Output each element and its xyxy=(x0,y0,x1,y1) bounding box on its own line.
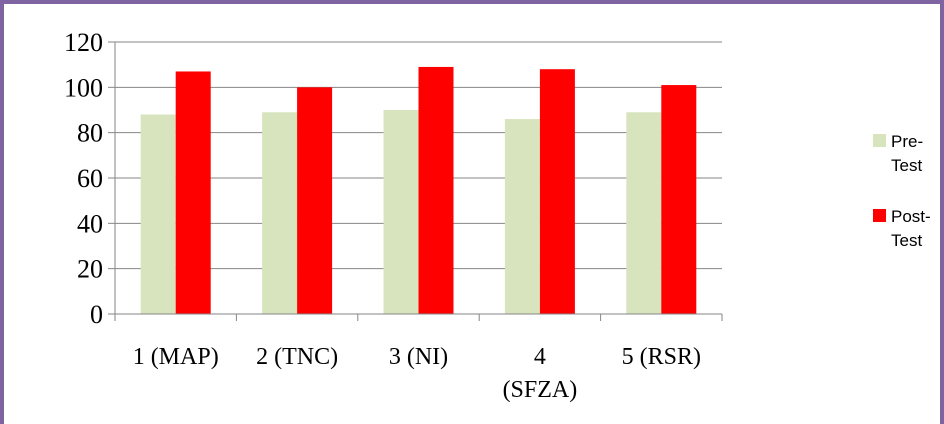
x-tick-label: 3 (NI) xyxy=(389,344,448,370)
bar-pre-test-1 xyxy=(140,114,176,315)
y-tick-label: 120 xyxy=(64,28,103,57)
bar-post-test-1 xyxy=(175,71,211,314)
y-tick-label: 80 xyxy=(77,119,103,148)
legend: Pre- Test Post- Test xyxy=(873,132,931,250)
y-tick-label: 0 xyxy=(90,300,103,329)
x-tick-label: 1 (MAP) xyxy=(133,344,219,370)
bar-pre-test-5 xyxy=(626,112,662,315)
x-tick-label: (SFZA) xyxy=(503,377,578,403)
bars xyxy=(140,66,697,315)
x-tick-label: 5 (RSR) xyxy=(622,344,701,370)
bar-post-test-4 xyxy=(539,69,575,314)
y-axis-ticks: 0 20 40 60 80 100 120 xyxy=(64,28,103,329)
legend-item-pre-test: Pre- Test xyxy=(873,132,923,175)
legend-label: Post- xyxy=(891,207,931,226)
x-tick-label: 2 (TNC) xyxy=(256,344,338,370)
bar-post-test-3 xyxy=(418,66,454,314)
legend-item-post-test: Post- Test xyxy=(873,207,931,250)
bar-post-test-2 xyxy=(297,87,333,314)
bar-pre-test-2 xyxy=(262,112,298,315)
axes xyxy=(108,41,723,321)
legend-label: Test xyxy=(891,156,922,175)
legend-swatch xyxy=(873,134,886,147)
y-tick-label: 40 xyxy=(77,209,103,238)
legend-label: Pre- xyxy=(891,132,923,151)
y-tick-label: 20 xyxy=(77,255,103,284)
x-axis-ticks: 1 (MAP) 2 (TNC) 3 (NI) 4 (SFZA) 5 (RSR) xyxy=(133,344,701,403)
legend-label: Test xyxy=(891,231,922,250)
bar-post-test-5 xyxy=(661,85,697,314)
y-tick-label: 100 xyxy=(64,73,103,102)
legend-swatch xyxy=(873,209,886,222)
y-tick-label: 60 xyxy=(77,164,103,193)
x-tick-label: 4 xyxy=(534,344,546,370)
bar-pre-test-3 xyxy=(383,110,419,314)
bar-pre-test-4 xyxy=(504,119,540,314)
